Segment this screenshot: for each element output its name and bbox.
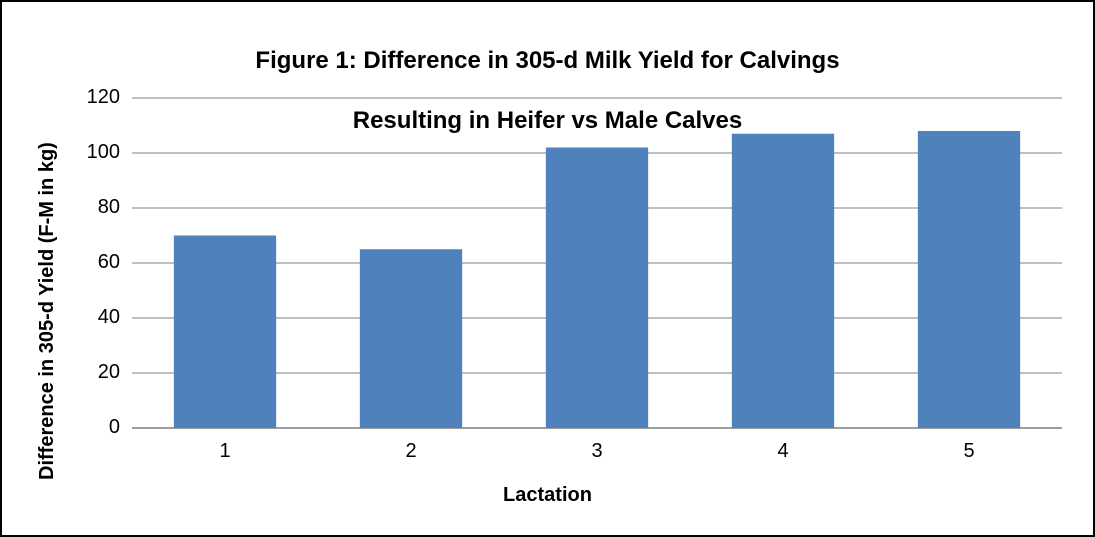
y-tick-label: 20: [52, 361, 120, 384]
chart-title-line1: Figure 1: Difference in 305-d Milk Yield…: [255, 47, 839, 74]
bar: [174, 236, 276, 429]
x-tick-label: 2: [318, 440, 504, 463]
x-tick-label: 1: [132, 440, 318, 463]
y-tick-label: 100: [52, 141, 120, 164]
y-tick-label: 40: [52, 306, 120, 329]
chart-svg: [132, 98, 1062, 428]
x-tick-label: 3: [504, 440, 690, 463]
y-tick-label: 60: [52, 251, 120, 274]
bar: [918, 131, 1020, 428]
x-tick-label: 5: [876, 440, 1062, 463]
bar: [732, 134, 834, 428]
bar: [546, 148, 648, 429]
chart-frame: Figure 1: Difference in 305-d Milk Yield…: [0, 0, 1095, 537]
y-tick-label: 80: [52, 196, 120, 219]
y-tick-label: 120: [52, 86, 120, 109]
x-axis-label: Lactation: [2, 484, 1093, 507]
bar: [360, 249, 462, 428]
y-tick-label: 0: [52, 416, 120, 439]
plot-area: [132, 98, 1062, 428]
x-tick-label: 4: [690, 440, 876, 463]
